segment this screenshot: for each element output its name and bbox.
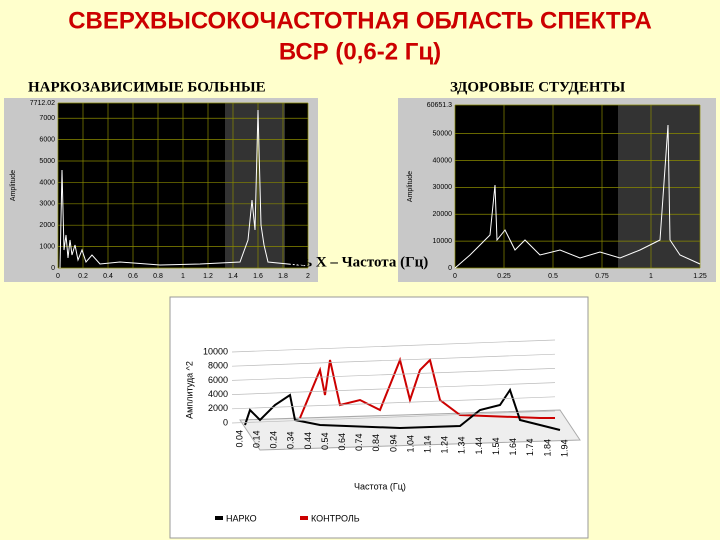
y-tick-label: 4000 — [208, 389, 228, 399]
grid-line — [231, 410, 556, 424]
x-tick-label: 0.25 — [497, 273, 511, 280]
y-tick-label: 2000 — [208, 403, 228, 413]
y-tick-label: 10000 — [433, 238, 453, 245]
axis-title: Частота (Гц) — [354, 481, 406, 491]
x-tick-label: 0.14 — [251, 431, 261, 449]
grid-line — [231, 368, 556, 381]
x-tick-label: 0.54 — [320, 433, 330, 451]
x-tick-label: 1.84 — [542, 439, 552, 457]
trace — [454, 124, 701, 269]
y-tick-label: 6000 — [39, 136, 55, 143]
x-tick-label: 0.74 — [354, 434, 364, 452]
x-tick-label: 0.6 — [128, 273, 138, 280]
y-tick-label: 0 — [51, 265, 55, 272]
x-tick-label: 1.24 — [440, 436, 450, 454]
panel-label: НАРКОЗАВИСИМЫЕ БОЛЬНЫЕ — [28, 79, 266, 95]
x-tick-label: 1 — [649, 273, 653, 280]
y-tick-label: 7712.02 — [30, 100, 55, 107]
y-tick-label: 20000 — [433, 211, 453, 218]
x-tick-label: 0.94 — [388, 435, 398, 453]
y-tick-label: 5000 — [39, 158, 55, 165]
x-tick-label: 2 — [306, 273, 310, 280]
y-tick-label: 7000 — [39, 115, 55, 122]
y-tick-label: 30000 — [433, 184, 453, 191]
title: ВСР (0,6-2 Гц) — [279, 38, 441, 65]
y-tick-label: 10000 — [203, 346, 228, 356]
x-tick-label: 1.44 — [474, 437, 484, 455]
panel-label: ЗДОРОВЫЕ СТУДЕНТЫ — [450, 79, 626, 95]
y-tick-label: 0 — [448, 265, 452, 272]
y-tick-label: 4000 — [39, 179, 55, 186]
highlight — [225, 103, 285, 268]
x-tick-label: 0 — [453, 273, 457, 280]
legend-label: НАРКО — [226, 513, 257, 523]
x-tick-label: 0.84 — [371, 434, 381, 452]
axis-title: Amplitude — [407, 171, 414, 202]
axis-title: Amplitude — [10, 170, 17, 201]
x-tick-label: 0.8 — [153, 273, 163, 280]
x-tick-label: 1.34 — [457, 437, 467, 455]
x-tick-label: 0.44 — [303, 432, 313, 450]
y-tick-label: 8000 — [208, 361, 228, 371]
y-tick-label: 1000 — [39, 243, 55, 250]
y-tick-label: 3000 — [39, 201, 55, 208]
x-tick-label: 0.2 — [78, 273, 88, 280]
x-tick-label: 0.4 — [103, 273, 113, 280]
x-tick-label: 1.04 — [405, 435, 415, 453]
x-tick-label: 0.34 — [286, 432, 296, 450]
x-tick-label: 1.6 — [253, 273, 263, 280]
legend-swatch — [300, 516, 308, 520]
grid-line — [231, 382, 556, 395]
y-tick-label: 0 — [223, 417, 228, 427]
y-tick-label: 60651.3 — [427, 102, 452, 109]
x-tick-label: 0.04 — [234, 430, 244, 448]
x-tick-label: 1.4 — [228, 273, 238, 280]
grid-line — [231, 353, 556, 367]
grid-line — [231, 339, 556, 353]
trace — [59, 109, 309, 269]
series-line — [244, 387, 561, 431]
y-tick-label: 40000 — [433, 157, 453, 164]
x-tick-label: 1.54 — [491, 438, 501, 456]
y-tick-label: 50000 — [433, 130, 453, 137]
grid-line — [231, 396, 556, 410]
axis-note: ось Х – Частота (Гц) — [290, 254, 428, 270]
legend-label: КОНТРОЛЬ — [311, 513, 360, 523]
x-tick-label: 1.2 — [203, 273, 213, 280]
x-tick-label: 1 — [181, 273, 185, 280]
x-tick-label: 1.64 — [508, 438, 518, 456]
x-tick-label: 1.25 — [693, 273, 707, 280]
title: СВЕРХВЫСОКОЧАСТОТНАЯ ОБЛАСТЬ СПЕКТРА — [68, 7, 652, 34]
x-tick-label: 1.14 — [423, 436, 433, 454]
x-tick-label: 0 — [56, 273, 60, 280]
floor — [239, 409, 581, 451]
x-tick-label: 1.74 — [525, 439, 535, 457]
x-tick-label: 0.64 — [337, 433, 347, 451]
x-tick-label: 1.8 — [278, 273, 288, 280]
highlight — [618, 105, 700, 268]
x-tick-label: 0.75 — [595, 273, 609, 280]
axis-title: Амплитуда ^2 — [184, 361, 194, 419]
x-tick-label: 0.24 — [269, 431, 279, 449]
x-tick-label: 0.5 — [548, 273, 558, 280]
legend-swatch — [215, 516, 223, 520]
x-tick-label: 1.94 — [559, 440, 569, 458]
y-tick-label: 2000 — [39, 222, 55, 229]
y-tick-label: 6000 — [208, 375, 228, 385]
